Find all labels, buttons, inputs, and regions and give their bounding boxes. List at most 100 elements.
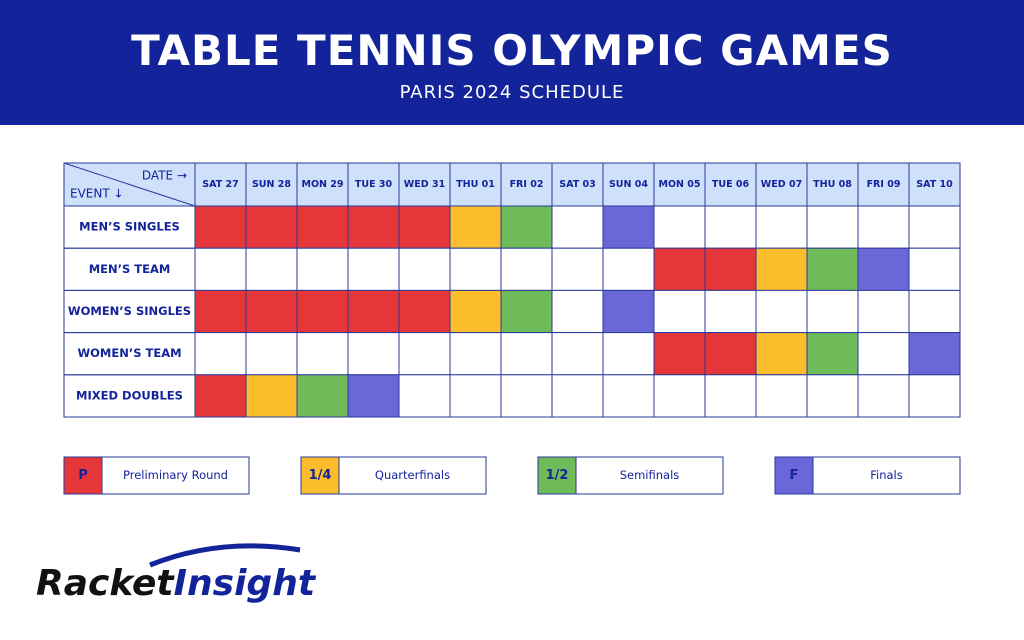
schedule-cell [653, 332, 706, 376]
legend-label: Preliminary Round [123, 468, 228, 482]
schedule-cell [500, 332, 553, 376]
schedule-cell [551, 205, 604, 249]
schedule-cell [398, 374, 451, 418]
schedule-cell [908, 332, 961, 376]
schedule-cell [500, 374, 553, 418]
date-header: MON 05 [658, 179, 700, 190]
schedule-cell [296, 332, 349, 376]
schedule-cell [194, 289, 247, 334]
schedule-cell [296, 289, 349, 334]
legend-swatch [537, 456, 577, 495]
schedule-cell [755, 289, 808, 334]
date-header: SAT 03 [559, 179, 595, 190]
schedule-cell [449, 374, 502, 418]
schedule-cell [806, 247, 859, 291]
date-header: MON 29 [301, 179, 343, 190]
schedule-cell [245, 332, 298, 376]
date-header: WED 31 [404, 179, 445, 190]
schedule-cell [857, 247, 910, 291]
schedule-cell [857, 289, 910, 334]
date-header: FRI 02 [510, 179, 544, 190]
event-label: MEN’S SINGLES [79, 220, 180, 234]
legend-swatch [300, 456, 340, 495]
legend-code: P [78, 468, 88, 483]
schedule-cell [449, 332, 502, 376]
schedule-cell [398, 289, 451, 334]
date-header: WED 07 [761, 179, 802, 190]
schedule-cell [908, 289, 961, 334]
legend-code: 1/2 [546, 468, 569, 483]
logo: RacketInsight [36, 563, 317, 604]
date-header: FRI 09 [867, 179, 901, 190]
schedule-cell [704, 205, 757, 249]
schedule-cell [194, 205, 247, 249]
schedule-cell [857, 332, 910, 376]
schedule-cell [704, 374, 757, 418]
schedule-cell [245, 374, 298, 418]
schedule-cell [347, 332, 400, 376]
schedule-cell [908, 205, 961, 249]
title: TABLE TENNIS OLYMPIC GAMES [131, 26, 893, 75]
schedule-cell [806, 205, 859, 249]
schedule-cell [755, 205, 808, 249]
event-label: MEN’S TEAM [89, 262, 171, 276]
schedule-cell [296, 247, 349, 291]
schedule-cell [500, 247, 553, 291]
schedule-cell [755, 247, 808, 291]
logo-part: Insight [174, 563, 317, 604]
schedule-cell [245, 205, 298, 249]
schedule-cell [194, 247, 247, 291]
date-header: TUE 30 [355, 179, 393, 190]
corner-date: DATE → [142, 169, 187, 183]
schedule-cell [296, 205, 349, 249]
schedule-cell [245, 247, 298, 291]
date-header: SAT 10 [916, 179, 953, 190]
legend-swatch [63, 456, 103, 495]
header-row [64, 163, 960, 206]
schedule-cell [653, 205, 706, 249]
schedule-cell [653, 289, 706, 334]
schedule-cell [194, 332, 247, 376]
schedule-cell [806, 332, 859, 376]
schedule-cell [755, 374, 808, 418]
corner-diagonal [63, 162, 196, 207]
header: TABLE TENNIS OLYMPIC GAMES PARIS 2024 SC… [0, 0, 1024, 125]
schedule-cell [347, 289, 400, 334]
schedule-cell [653, 374, 706, 418]
date-header: SUN 04 [609, 179, 648, 190]
schedule: RacketInsight DATE → EVENT ↓ SAT 27 SUN 28 M… [36, 162, 961, 604]
date-header: SAT 27 [202, 179, 238, 190]
schedule-cell [194, 374, 247, 418]
schedule-cell [347, 374, 400, 418]
schedule-cell [602, 289, 655, 334]
event-label: MIXED DOUBLES [76, 388, 183, 402]
schedule-cell [551, 332, 604, 376]
schedule-cell [551, 374, 604, 418]
logo-part: Racket [36, 563, 175, 604]
date-header: TUE 06 [712, 179, 750, 190]
schedule-cell [500, 205, 553, 249]
subtitle: PARIS 2024 SCHEDULE [399, 82, 625, 103]
schedule-cell [500, 289, 553, 334]
legend-code: F [790, 468, 799, 483]
legend-code: 1/4 [309, 468, 332, 483]
event-label: WOMEN’S SINGLES [68, 304, 191, 318]
schedule-cell [551, 247, 604, 291]
legend-swatch [774, 456, 814, 495]
schedule-cell [551, 289, 604, 334]
schedule-cell [398, 247, 451, 291]
schedule-cell [704, 332, 757, 376]
schedule-cell [857, 205, 910, 249]
logo-swoosh [149, 543, 301, 568]
schedule-cell [347, 247, 400, 291]
date-header: THU 01 [456, 179, 495, 190]
schedule-cell [602, 247, 655, 291]
schedule-cell [398, 332, 451, 376]
schedule-cell [449, 205, 502, 249]
legend-label: Quarterfinals [375, 468, 450, 482]
date-header: SUN 28 [252, 179, 291, 190]
schedule-cell [704, 289, 757, 334]
corner-event: EVENT ↓ [70, 187, 124, 201]
legend-label: Finals [870, 468, 903, 482]
